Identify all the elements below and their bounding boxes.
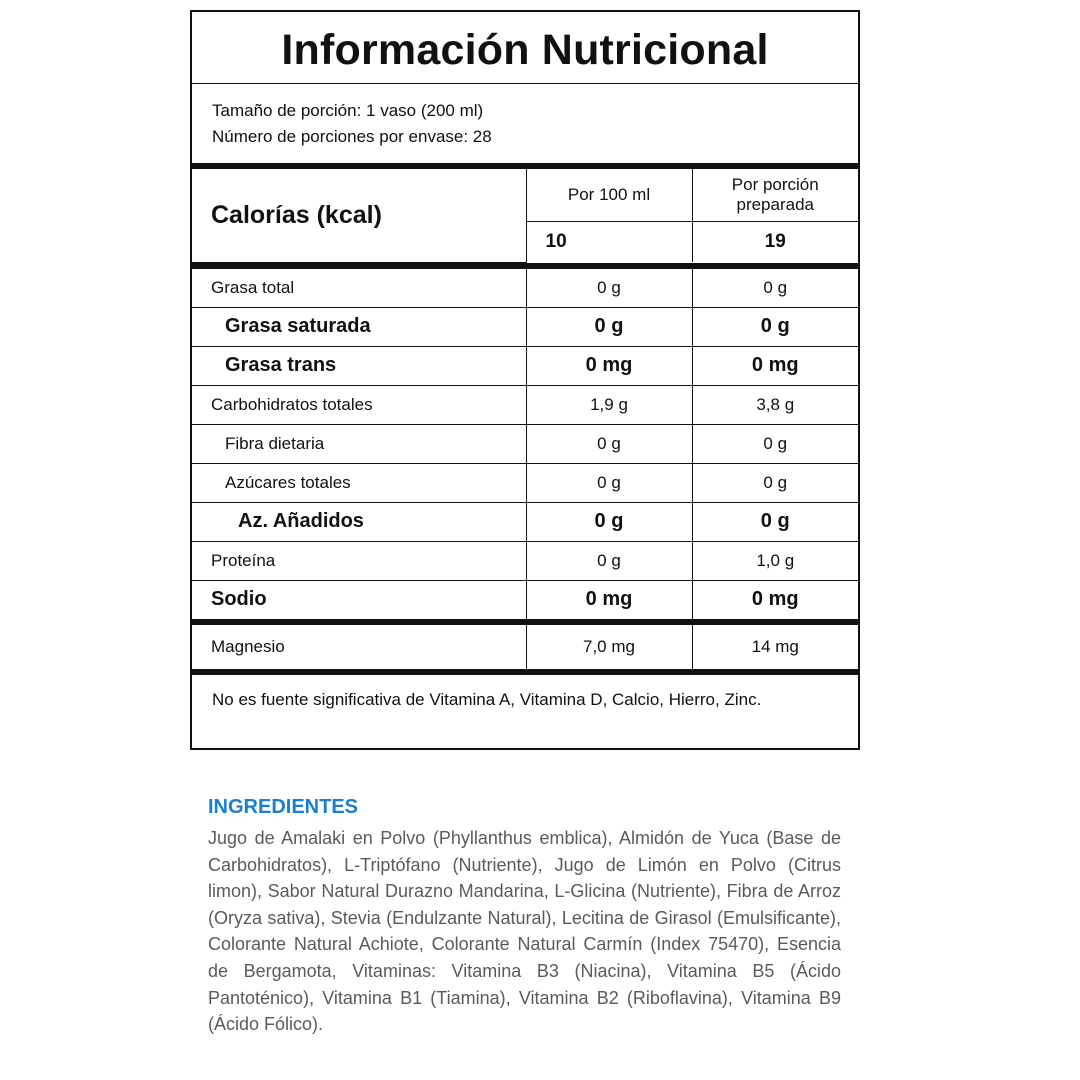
nutrient-row: Magnesio 7,0 mg 14 mg: [192, 624, 858, 669]
nutrient-per100: 1,9 g: [525, 384, 693, 425]
ingredients-heading: INGREDIENTES: [208, 796, 359, 818]
divider: [192, 618, 858, 625]
nutrient-name: Grasa saturada: [192, 306, 527, 347]
calories-table: Calorías (kcal) Por 100 ml Por porción p…: [192, 169, 858, 263]
nutrient-per100: 0 g: [525, 462, 693, 503]
nutrient-name: Sodio: [192, 579, 527, 619]
ingredients-text: Jugo de Amalaki en Polvo (Phyllanthus em…: [208, 828, 841, 1035]
nutrient-portion: 0 g: [691, 423, 858, 464]
nutrient-per100: 7,0 mg: [525, 624, 693, 669]
nutrient-portion: 0 g: [691, 306, 858, 347]
calories-portion: 19: [691, 221, 858, 262]
nutrient-name: Grasa trans: [192, 345, 527, 386]
nutrient-portion: 3,8 g: [691, 384, 858, 425]
minerals-table: Magnesio 7,0 mg 14 mg: [192, 624, 858, 669]
nutrient-portion: 0 g: [691, 462, 858, 503]
nutrient-name: Proteína: [192, 540, 527, 581]
nutrient-row: Carbohidratos totales 1,9 g 3,8 g: [192, 384, 858, 425]
divider: [192, 163, 858, 169]
nutrient-per100: 0 g: [525, 306, 693, 347]
nutrient-per100: 0 g: [525, 268, 693, 308]
nutrient-per100: 0 g: [525, 501, 693, 542]
label-title: Información Nutricional: [192, 12, 858, 84]
column-header-portion: Por porción preparada: [691, 169, 858, 222]
nutrient-portion: 0 mg: [691, 345, 858, 386]
serving-info: Tamaño de porción: 1 vaso (200 ml) Númer…: [192, 84, 858, 163]
ingredients-section: INGREDIENTES Jugo de Amalaki en Polvo (P…: [208, 793, 841, 1038]
nutrient-name: Carbohidratos totales: [192, 384, 527, 425]
nutrient-per100: 0 mg: [525, 345, 693, 386]
serving-size: Tamaño de porción: 1 vaso (200 ml): [212, 101, 484, 120]
divider: [192, 262, 858, 269]
nutrient-name: Az. Añadidos: [192, 501, 527, 542]
nutrient-portion: 0 mg: [691, 579, 858, 619]
footnote: No es fuente significativa de Vitamina A…: [212, 689, 762, 709]
calories-100ml: 10: [526, 221, 693, 262]
nutrient-name: Magnesio: [192, 624, 527, 669]
nutrition-facts-label: Información Nutricional Tamaño de porció…: [190, 10, 860, 750]
nutrient-row: Sodio 0 mg 0 mg: [192, 579, 858, 619]
nutrient-per100: 0 g: [525, 540, 693, 581]
nutrient-name: Azúcares totales: [192, 462, 527, 503]
nutrient-row: Proteína 0 g 1,0 g: [192, 540, 858, 581]
nutrient-row: Grasa trans 0 mg 0 mg: [192, 345, 858, 386]
nutrient-per100: 0 mg: [525, 579, 693, 619]
nutrient-name: Fibra dietaria: [192, 423, 527, 464]
calories-label: Calorías (kcal): [192, 169, 527, 263]
nutrient-per100: 0 g: [525, 423, 693, 464]
nutrient-portion: 14 mg: [691, 624, 858, 669]
nutrient-portion: 0 g: [691, 268, 858, 308]
nutrient-name: Grasa total: [192, 268, 527, 308]
column-header-100ml: Por 100 ml: [525, 169, 693, 222]
servings-per-container: Número de porciones por envase: 28: [212, 127, 492, 146]
divider: [192, 668, 858, 675]
nutrient-portion: 0 g: [691, 501, 858, 542]
nutrient-portion: 1,0 g: [691, 540, 858, 581]
